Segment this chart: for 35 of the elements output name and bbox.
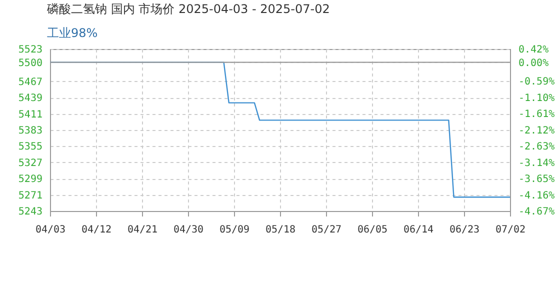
x-tick-label: 06/23 bbox=[449, 224, 480, 236]
y-tick-label: 5383 bbox=[18, 126, 42, 136]
y2-tick-label: -4.16% bbox=[518, 190, 555, 202]
y2-tick-label: -3.65% bbox=[518, 174, 555, 186]
x-tick-label: 04/03 bbox=[35, 224, 66, 236]
x-tick-label: 05/18 bbox=[265, 224, 296, 236]
y-tick-label: 5500 bbox=[18, 58, 42, 69]
y-tick-label: 5243 bbox=[18, 206, 42, 218]
x-tick-label: 06/14 bbox=[403, 224, 434, 236]
y2-tick-label: 0.42% bbox=[518, 44, 549, 56]
x-tick-label: 04/12 bbox=[81, 224, 112, 236]
y2-tick-label: -2.63% bbox=[518, 142, 555, 153]
y-tick-label: 5327 bbox=[18, 158, 42, 169]
y-tick-label: 5523 bbox=[18, 44, 42, 56]
y2-tick-label: -0.59% bbox=[518, 76, 555, 88]
y-tick-label: 5439 bbox=[18, 93, 42, 104]
y-tick-label: 5467 bbox=[18, 76, 42, 88]
x-tick-label: 05/27 bbox=[311, 224, 342, 236]
y2-tick-label: -1.61% bbox=[518, 109, 555, 120]
x-tick-label: 04/30 bbox=[173, 224, 204, 236]
y2-tick-label: -2.12% bbox=[518, 125, 555, 136]
y-tick-label: 5299 bbox=[18, 174, 42, 186]
chart-title: 磷酸二氢钠 国内 市场价 2025-04-03 - 2025-07-02 bbox=[46, 2, 330, 16]
x-tick-label: 06/05 bbox=[357, 224, 388, 236]
y2-tick-label: 0.00% bbox=[518, 58, 549, 69]
y2-tick-label: -1.10% bbox=[518, 92, 555, 104]
y-tick-label: 5411 bbox=[18, 109, 42, 120]
y-tick-label: 5355 bbox=[18, 142, 42, 153]
x-tick-label: 07/02 bbox=[495, 224, 526, 236]
chart-subtitle: 工业98% bbox=[47, 26, 98, 40]
y2-tick-label: -4.67% bbox=[518, 206, 555, 218]
y-tick-label: 5271 bbox=[18, 190, 42, 202]
x-tick-label: 05/09 bbox=[219, 224, 250, 236]
y2-tick-label: -3.14% bbox=[518, 158, 555, 169]
x-tick-label: 04/21 bbox=[127, 224, 158, 236]
